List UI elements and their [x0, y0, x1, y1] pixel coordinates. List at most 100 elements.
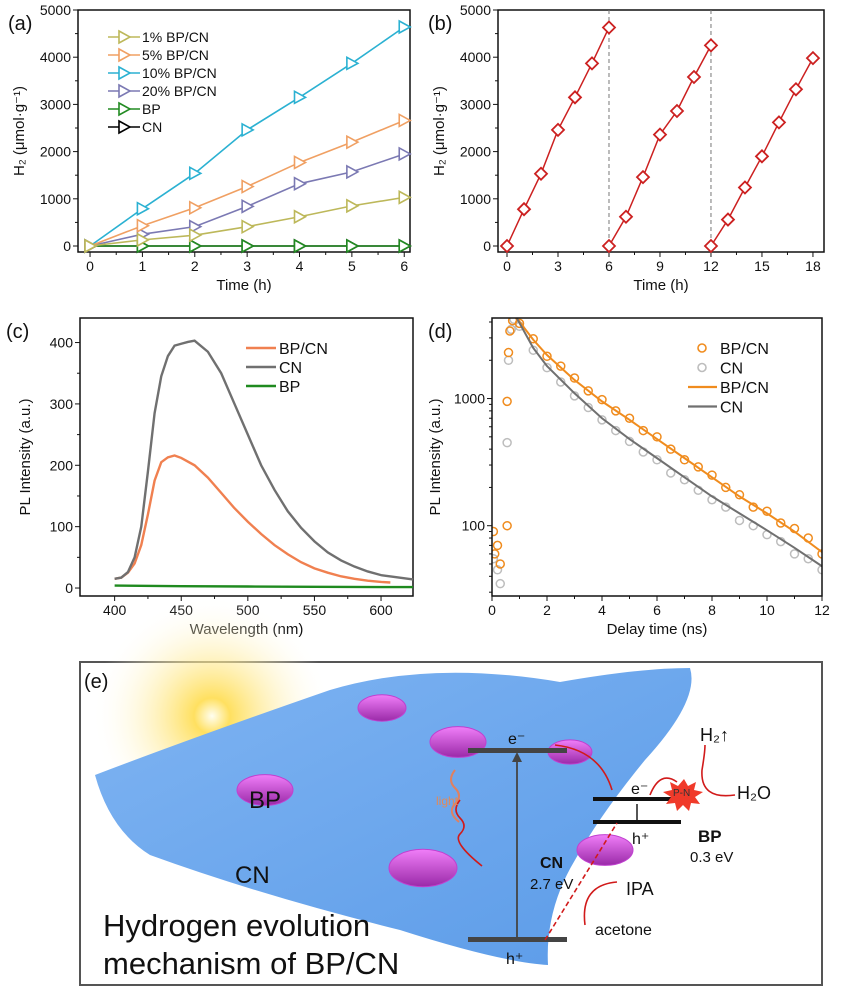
- cn-gap-label: 2.7 eV: [530, 876, 573, 893]
- cn-sheet: [95, 668, 692, 965]
- legend-item: [108, 47, 140, 63]
- legend-label: CN: [142, 119, 162, 135]
- y-axis-label: H₂ (μmol·g⁻¹): [11, 86, 28, 176]
- data-point: [495, 578, 505, 589]
- caption-line-2: mechanism of BP/CN: [103, 946, 399, 981]
- chart-1-axes: [493, 9, 825, 257]
- cn-sheet-label: CN: [235, 862, 270, 889]
- legend-label: CN: [720, 361, 743, 378]
- data-point: [241, 238, 255, 254]
- data-point: [492, 553, 499, 564]
- data-point: [817, 565, 822, 575]
- y-axis-label: PL Intensity (a.u.): [17, 398, 34, 515]
- legend-label: 20% BP/CN: [142, 83, 217, 99]
- x-tick-label: 15: [754, 258, 770, 274]
- x-tick-label: 2: [191, 258, 199, 274]
- bp-gap-label: 0.3 eV: [690, 849, 733, 866]
- scatter-series-0: [492, 318, 822, 569]
- bp-hole-label: h⁺: [632, 831, 649, 848]
- h2-label: H₂↑: [700, 725, 729, 745]
- data-point: [398, 190, 412, 205]
- y-tick-label: 100: [50, 519, 74, 535]
- data-point: [666, 444, 676, 454]
- y-tick-label: 0: [63, 238, 71, 254]
- ipa-label: IPA: [626, 879, 654, 899]
- x-axis-label: Delay time (ns): [607, 621, 708, 638]
- data-point: [669, 103, 685, 119]
- hole-transfer-arrow: [544, 822, 618, 941]
- y-tick-label: 0: [65, 580, 73, 596]
- y-tick-label: 3000: [460, 96, 491, 112]
- data-point: [492, 549, 500, 559]
- data-point: [703, 38, 719, 53]
- legend-label: BP/CN: [720, 380, 769, 397]
- fit-line-2: [515, 318, 822, 553]
- panel-label: (a): [8, 13, 32, 35]
- series-line-1: [114, 339, 414, 581]
- bp-electron-label: e⁻: [631, 781, 648, 798]
- cycle-0: [499, 20, 617, 254]
- legend-marker: [118, 29, 132, 45]
- bp-name-label: BP: [698, 827, 722, 846]
- data-point: [188, 238, 203, 254]
- light-wave-icon: [455, 799, 483, 867]
- data-point: [241, 179, 255, 194]
- data-point: [502, 396, 512, 407]
- y-tick-label: 400: [50, 335, 74, 351]
- x-tick-label: 6: [653, 602, 661, 618]
- data-point: [346, 134, 360, 150]
- data-point: [398, 238, 412, 254]
- electron-transfer-arrow: [554, 744, 613, 791]
- data-point: [533, 166, 549, 182]
- data-point: [241, 122, 255, 138]
- x-tick-label: 4: [598, 602, 606, 618]
- cn-name-label: CN: [540, 855, 563, 872]
- data-point: [346, 238, 360, 254]
- chart-2-axes: [75, 317, 414, 601]
- y-tick-label: 1000: [460, 191, 491, 207]
- legend-item: [697, 343, 707, 353]
- fit-line-3: [515, 318, 822, 568]
- bp-flake-icon: [388, 848, 458, 888]
- arrowhead: [512, 752, 522, 762]
- bp-flake-icon: [576, 834, 634, 866]
- acetone-label: acetone: [595, 922, 652, 939]
- h2o-reduction-arrow: [701, 744, 736, 797]
- panel-label: (b): [428, 13, 452, 35]
- data-point: [805, 50, 821, 66]
- legend-item: [108, 65, 140, 81]
- data-point: [241, 199, 255, 214]
- bp-valence-band: [593, 820, 681, 824]
- data-point: [597, 394, 607, 405]
- data-point: [567, 90, 583, 105]
- x-tick-label: 0: [86, 258, 94, 274]
- data-point: [703, 238, 719, 254]
- legend-label: CN: [720, 400, 743, 417]
- data-point: [754, 149, 770, 164]
- data-point: [293, 176, 308, 192]
- data-point: [495, 559, 505, 569]
- y-tick-label: 5000: [460, 2, 491, 18]
- data-point: [136, 218, 151, 234]
- data-point: [601, 20, 617, 35]
- data-point: [136, 232, 151, 248]
- plot-frame: [77, 9, 411, 253]
- data-point: [693, 462, 703, 472]
- panel-label: (c): [6, 321, 29, 343]
- x-axis-label: Time (h): [216, 277, 271, 294]
- data-point: [737, 180, 753, 195]
- plot-frame: [79, 317, 414, 597]
- y-tick-label: 4000: [460, 49, 491, 65]
- panel-label: (e): [84, 671, 108, 693]
- panel-label: (d): [428, 321, 452, 343]
- data-point: [84, 238, 98, 254]
- y-axis-label: PL Intensity (a.u.): [427, 398, 444, 515]
- data-point: [188, 200, 203, 216]
- data-point: [771, 115, 787, 130]
- x-tick-label: 18: [805, 258, 821, 274]
- legend-label: BP: [279, 379, 300, 396]
- legend-label: 5% BP/CN: [142, 47, 209, 63]
- data-point: [506, 324, 516, 335]
- x-tick-label: 3: [243, 258, 251, 274]
- y-tick-label: 2000: [40, 144, 71, 160]
